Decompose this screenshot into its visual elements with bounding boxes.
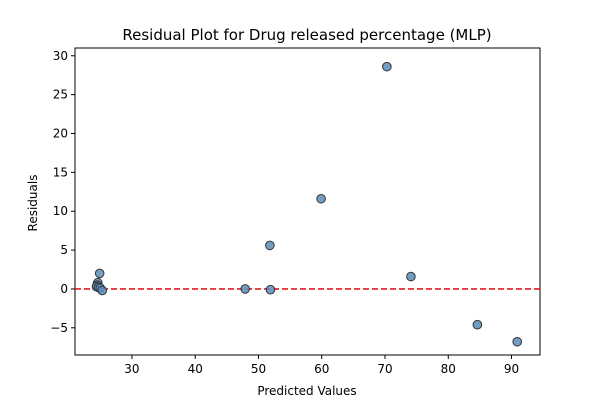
plot-area-frame [74, 47, 541, 356]
data-point [406, 271, 416, 282]
x-tick-label: 40 [188, 362, 203, 376]
chart-title: Residual Plot for Drug released percenta… [122, 26, 491, 44]
data-point [472, 319, 483, 330]
data-point [316, 193, 326, 204]
y-tick-label: 5 [60, 243, 68, 257]
x-tick-label: 30 [124, 362, 139, 376]
y-tick-label: 10 [53, 204, 68, 218]
data-point [94, 268, 105, 279]
data-point [382, 61, 392, 72]
x-axis-title: Predicted Values [257, 384, 356, 398]
data-point [97, 285, 108, 296]
x-tick-label: 90 [504, 362, 519, 376]
x-tick-label: 80 [441, 362, 456, 376]
data-points [91, 61, 523, 347]
axis-ticks: 30 40 50 60 70 80 90 −5 0 5 10 15 20 25 30 [50, 49, 519, 376]
data-point [512, 336, 523, 347]
y-axis-title: Residuals [26, 175, 40, 232]
y-tick-label: 0 [60, 282, 68, 296]
data-point [240, 284, 250, 294]
data-point [265, 240, 275, 251]
y-tick-label: 15 [53, 165, 68, 179]
x-tick-label: 60 [314, 362, 329, 376]
x-tick-label: 50 [251, 362, 266, 376]
x-tick-label: 70 [377, 362, 392, 376]
y-tick-label: 20 [53, 126, 68, 140]
y-tick-label: 25 [53, 88, 68, 102]
y-tick-label: −5 [50, 321, 68, 335]
data-point [265, 284, 276, 295]
y-tick-label: 30 [53, 49, 68, 63]
